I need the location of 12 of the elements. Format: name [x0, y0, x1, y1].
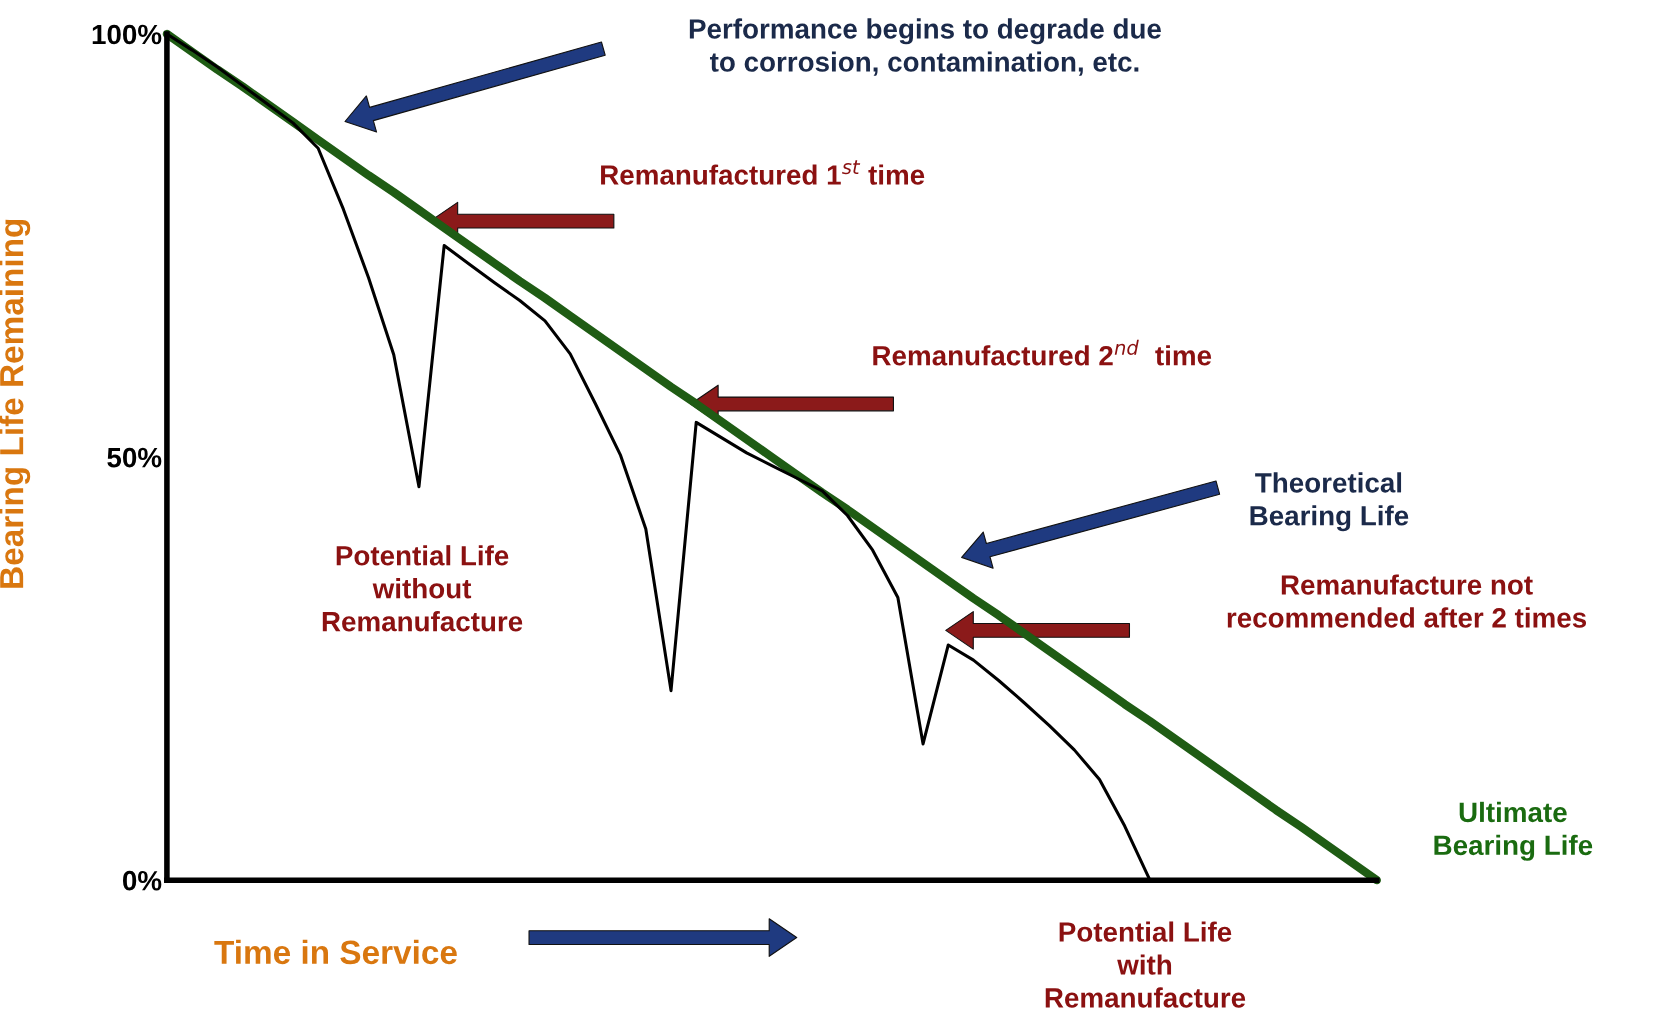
- y-tick-label: 50%: [107, 447, 162, 468]
- annotation: Performance begins to degrade due to corrosion, contamination, etc.: [689, 18, 1161, 76]
- annotation: Potential Life without Remanufacture: [322, 545, 523, 632]
- y-tick-label: 100%: [92, 24, 162, 45]
- x-axis-title: Time in Service: [214, 939, 457, 965]
- text: Potential Life with Remanufacture: [1045, 921, 1246, 1008]
- text: Ultimate Bearing Life: [1434, 801, 1593, 861]
- annotation: Theoretical Bearing Life: [1250, 472, 1409, 532]
- annotation: Remanufactured 2$^{nd}$ time: [873, 339, 1212, 366]
- annotation: Remanufacture not recommended after 2 times: [1227, 574, 1587, 628]
- y-tick-label: 0%: [123, 870, 162, 891]
- annotation: Remanufactured 1$^{st}$ time: [601, 160, 925, 185]
